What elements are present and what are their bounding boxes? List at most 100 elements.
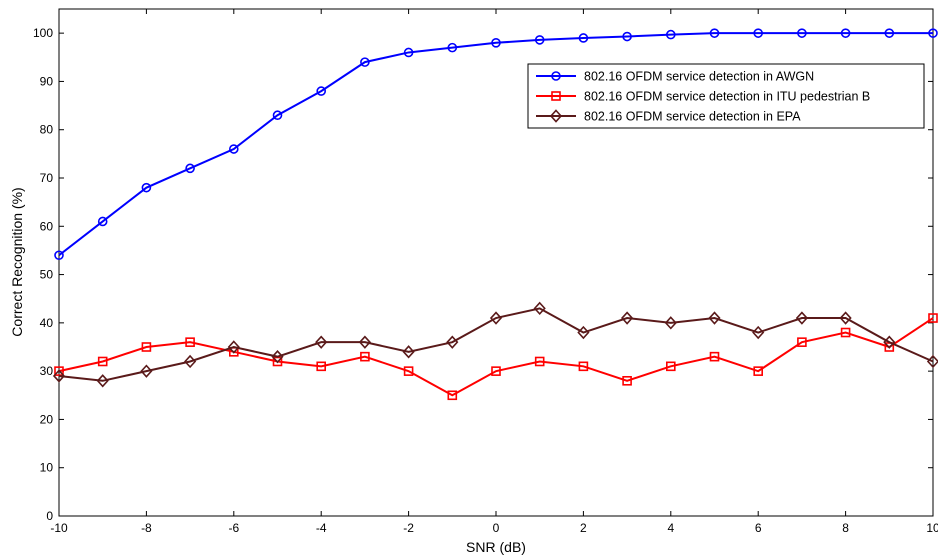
x-tick-label: 2 [580,521,587,535]
x-tick-label: -10 [50,521,68,535]
data-point [272,110,283,121]
data-point [97,356,108,367]
data-point [708,311,721,325]
x-tick-label: 4 [667,521,674,535]
y-tick-label: 10 [40,461,54,475]
legend-label: 802.16 OFDM service detection in EPA [584,110,801,124]
data-point [403,47,414,58]
data-point [533,301,546,316]
data-point [96,374,109,388]
data-point [840,28,851,38]
data-point [664,316,677,330]
legend: 802.16 OFDM service detection in AWGN 802… [527,63,925,129]
y-tick-label: 100 [33,26,53,40]
legend-box [527,63,925,129]
y-tick-label: 30 [40,364,54,378]
data-point [316,86,327,96]
legend-marker [551,71,561,81]
series-line [58,32,933,257]
data-point [534,356,545,367]
data-point [709,28,720,38]
data-point [928,28,938,38]
data-point [271,349,284,364]
data-point [360,57,370,67]
data-point [883,335,896,349]
series-group [52,28,938,401]
legend-item: 802.16 OFDM service detection in AWGN [536,70,814,84]
data-point [141,182,152,193]
data-point [578,33,589,43]
x-axis-title: SNR (dB) [466,539,526,555]
data-point [54,366,64,376]
data-point [446,335,459,349]
legend-item: 802.16 OFDM service detection in EPA [536,109,801,124]
x-tick-label: 6 [755,521,762,535]
data-point [752,325,765,340]
legend-marker [551,91,561,101]
legend-label: 802.16 OFDM service detection in AWGN [584,70,814,84]
series-2 [54,313,938,401]
series-line [58,317,934,397]
y-tick-label: 60 [40,219,54,233]
data-point [491,37,501,48]
data-point [622,375,632,386]
data-point [621,311,634,325]
data-point [403,366,414,376]
data-point [709,351,720,362]
data-point [52,369,66,383]
x-tick-label: 10 [926,521,938,535]
data-point [185,337,195,347]
legend-marker [549,109,563,123]
data-point [797,28,807,38]
data-point [578,361,589,372]
data-point [447,390,458,401]
data-point [839,311,852,325]
data-point [447,42,458,53]
data-point [227,340,240,354]
data-point [360,351,370,362]
data-point [489,311,503,325]
series-3 [52,301,938,388]
data-point [315,335,328,349]
data-point [140,364,153,378]
data-point [97,216,108,227]
data-point [491,366,501,376]
y-tick-label: 80 [40,123,54,137]
data-point [185,163,195,174]
data-point [753,28,764,38]
data-point [665,361,676,372]
series-1 [54,28,938,261]
data-point [534,35,545,45]
y-axis-title: Correct Recognition (%) [9,187,25,336]
data-point [54,250,64,261]
data-point [141,342,152,352]
x-tick-label: -6 [228,521,239,535]
y-tick-label: 50 [40,268,54,282]
data-point [795,311,808,325]
data-point [184,354,197,369]
y-tick-label: 20 [40,412,54,426]
data-point [926,354,938,369]
x-tick-label: 8 [842,521,849,535]
x-tick-label: -4 [316,521,327,535]
x-tick-label: -8 [141,521,152,535]
data-point [797,337,807,347]
data-point [358,335,371,349]
data-point [229,144,239,154]
series-line [58,307,934,382]
legend-label: 802.16 OFDM service detection in ITU ped… [584,90,870,104]
data-point [402,345,415,359]
y-tick-label: 90 [40,74,54,88]
y-tick-label: 40 [40,316,54,330]
data-point [840,327,851,338]
data-point [665,29,676,40]
data-point [577,325,590,340]
x-tick-label: 0 [493,521,500,535]
data-point [316,361,327,372]
data-point [884,28,895,38]
data-point [622,31,632,42]
data-point [928,313,938,323]
legend-item: 802.16 OFDM service detection in ITU ped… [536,90,870,104]
